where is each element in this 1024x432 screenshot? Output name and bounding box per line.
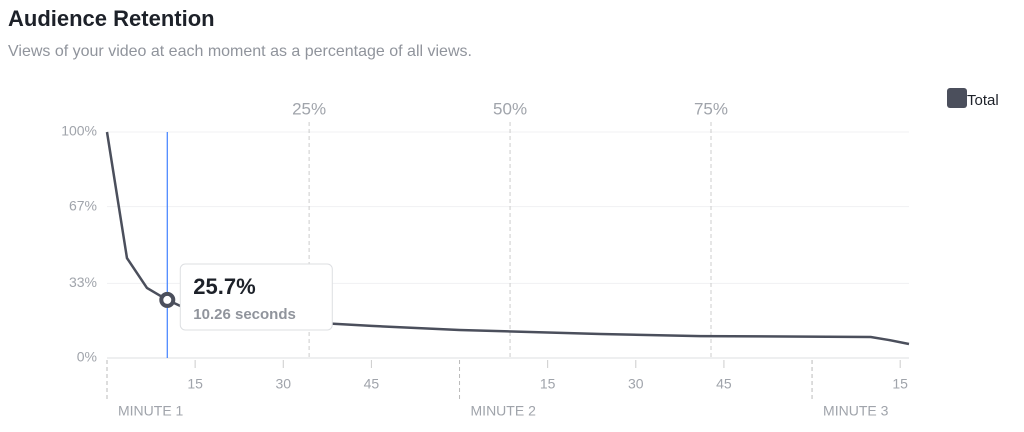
tooltip-point — [159, 291, 176, 308]
x-tick-label: 30 — [275, 376, 291, 392]
quartile-label: 25% — [292, 99, 326, 118]
quartile-label: 50% — [493, 99, 527, 118]
tooltip-x: 10.26 seconds — [193, 306, 296, 323]
retention-line — [105, 131, 910, 346]
chart-title: Audience Retention — [8, 6, 215, 31]
x-tick-label: 45 — [364, 376, 380, 392]
y-tick-label: 0% — [77, 349, 97, 365]
minute-label: MINUTE 3 — [823, 403, 889, 419]
minute-label: MINUTE 1 — [118, 403, 184, 419]
x-tick-label: 15 — [540, 376, 556, 392]
legend-swatch — [947, 88, 967, 108]
x-tick-label: 15 — [187, 376, 203, 392]
minute-label: MINUTE 2 — [471, 403, 537, 419]
x-tick-label: 30 — [628, 376, 644, 392]
chart-subtitle: Views of your video at each moment as a … — [8, 43, 472, 60]
quartile-label: 75% — [694, 99, 728, 118]
y-tick-label: 33% — [69, 274, 97, 290]
tooltip-value: 25.7% — [193, 274, 255, 299]
x-tick-label: 15 — [892, 376, 908, 392]
y-tick-label: 67% — [69, 197, 97, 213]
x-tick-label: 45 — [716, 376, 732, 392]
y-tick-label: 100% — [61, 123, 97, 139]
tooltip-box — [179, 263, 333, 331]
legend-label: Total — [967, 92, 999, 109]
